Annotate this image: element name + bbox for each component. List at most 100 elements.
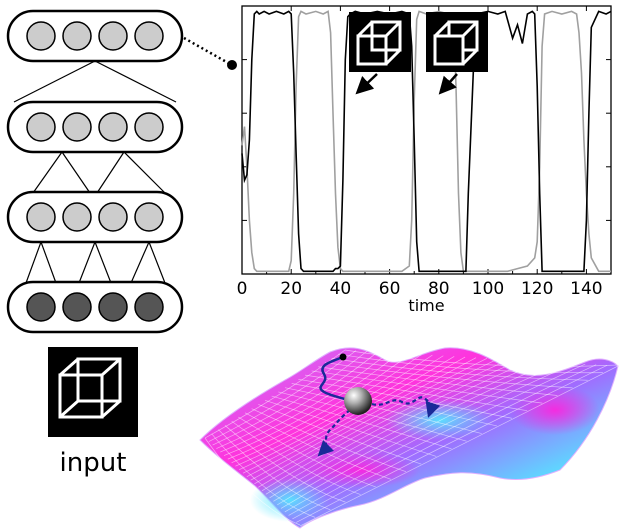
mesh-line <box>250 357 477 481</box>
mesh-line <box>338 353 603 374</box>
mesh-line <box>280 362 564 509</box>
network-connection <box>32 151 63 194</box>
dotted-connector <box>183 36 231 66</box>
necker-cube-icon <box>58 357 122 419</box>
network-node <box>26 21 56 51</box>
network-node <box>134 292 164 322</box>
cube-view-right <box>426 12 488 72</box>
mesh-line <box>254 358 488 485</box>
mesh-line <box>227 353 411 460</box>
x-axis-label: time <box>408 296 444 315</box>
mesh-line <box>246 356 466 478</box>
network-connection <box>13 60 96 103</box>
x-tick-label: 20 <box>280 279 302 299</box>
mesh-line <box>239 355 444 470</box>
mesh-line <box>242 356 455 474</box>
mesh-line <box>264 399 437 457</box>
mesh-line <box>292 364 597 520</box>
mesh-line <box>284 363 575 513</box>
mesh-line <box>344 349 619 367</box>
mesh-line <box>261 359 509 492</box>
valley-left <box>250 478 330 522</box>
input-image <box>48 347 138 437</box>
network-connection <box>130 241 150 284</box>
network-node <box>98 112 128 142</box>
energy-landscape <box>199 347 619 529</box>
network-layer-3 <box>6 190 184 244</box>
arrow-left-view <box>355 73 378 95</box>
network-layer-1 <box>6 9 184 63</box>
mesh-line <box>238 416 376 488</box>
x-tick-label: 120 <box>521 279 553 299</box>
x-tick-label: 80 <box>428 279 450 299</box>
mesh-line <box>204 437 301 526</box>
network-node <box>98 21 128 51</box>
network-node <box>62 112 92 142</box>
network-node <box>62 21 92 51</box>
mesh-line <box>204 349 346 439</box>
mesh-line <box>288 363 586 516</box>
mesh-line <box>258 404 422 465</box>
network-node <box>26 202 56 232</box>
network-node <box>98 292 128 322</box>
network-connection <box>94 241 112 284</box>
series-line-2 <box>241 10 611 273</box>
network-layer-2 <box>6 100 184 154</box>
mesh-line <box>218 429 331 511</box>
network-layer-4 <box>6 280 184 334</box>
network-connection <box>40 241 57 284</box>
mesh-line <box>223 352 400 456</box>
input-label: input <box>60 448 127 478</box>
x-tick-label: 100 <box>472 279 504 299</box>
network-node <box>26 292 56 322</box>
mesh-line <box>231 354 422 463</box>
network-connection <box>148 241 166 284</box>
cube-front-face-icon <box>356 20 402 66</box>
ridge-right <box>510 385 600 435</box>
series-line-1 <box>241 10 612 273</box>
network-node <box>98 202 128 232</box>
mesh-line <box>296 365 608 523</box>
network-node <box>26 112 56 142</box>
network-node <box>134 21 164 51</box>
mesh-line <box>220 352 389 453</box>
x-tick-label: 60 <box>379 279 401 299</box>
x-tick-label: 40 <box>330 279 352 299</box>
neural-network <box>6 9 184 334</box>
state-ball <box>344 387 372 415</box>
network-connection <box>78 241 96 284</box>
trajectory-start <box>339 353 347 361</box>
x-tick-label: 140 <box>570 279 602 299</box>
mesh-line <box>251 408 407 472</box>
mesh-line <box>258 358 499 488</box>
time-series-chart: 0 20 40 60 80 100 120 140 time <box>237 5 612 315</box>
x-tick-label: 0 <box>237 279 248 299</box>
connector-endpoint <box>227 60 237 70</box>
mesh-line <box>216 351 378 449</box>
future-path-left <box>317 409 351 457</box>
history-trajectory <box>319 355 357 404</box>
mesh-line <box>277 361 553 506</box>
network-node <box>134 112 164 142</box>
surface-mesh <box>204 349 619 527</box>
mesh-line <box>299 365 619 527</box>
mesh-line <box>235 354 433 467</box>
network-connection <box>96 151 125 194</box>
network-node <box>62 202 92 232</box>
future-path-right <box>371 396 441 418</box>
network-connection <box>123 151 166 194</box>
mesh-line <box>265 359 520 495</box>
network-connection <box>25 241 42 284</box>
cube-view-left <box>349 12 411 72</box>
network-connection <box>94 60 177 103</box>
network-node <box>62 292 92 322</box>
network-node <box>134 202 164 232</box>
mesh-line <box>291 383 497 427</box>
mesh-line <box>208 350 357 442</box>
mesh-line <box>273 361 542 502</box>
cube-top-face-icon <box>433 20 479 66</box>
mesh-line <box>212 351 368 446</box>
arrow-right-view <box>438 73 458 95</box>
mesh-line <box>269 360 531 499</box>
